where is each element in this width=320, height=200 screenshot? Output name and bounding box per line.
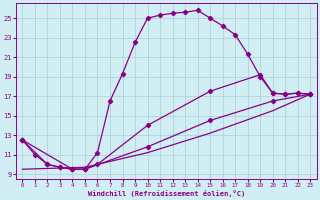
X-axis label: Windchill (Refroidissement éolien,°C): Windchill (Refroidissement éolien,°C): [88, 190, 245, 197]
